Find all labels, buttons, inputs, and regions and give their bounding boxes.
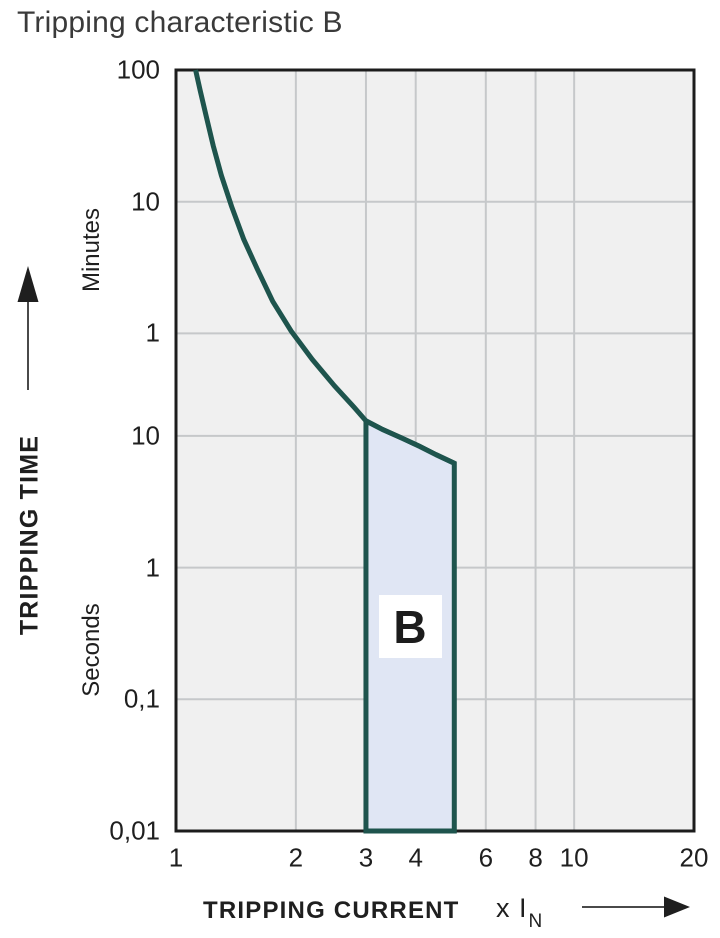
x-axis-title: TRIPPING CURRENT — [203, 897, 460, 924]
band-label-box — [379, 595, 442, 658]
unit-prefix: x — [496, 893, 511, 923]
x-axis-unit: x IN — [496, 893, 544, 933]
x-axis-arrow-icon — [582, 896, 690, 918]
tripping-curve — [193, 69, 456, 466]
page-title: Tripping characteristic B — [17, 6, 343, 39]
band-label: B — [393, 601, 426, 653]
unit-symbol: I — [519, 893, 528, 923]
unit-subscript: N — [528, 911, 544, 933]
y-axis-arrow-icon — [17, 266, 39, 390]
